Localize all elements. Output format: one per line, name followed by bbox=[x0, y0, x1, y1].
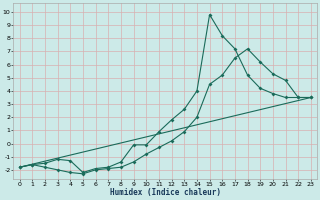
X-axis label: Humidex (Indice chaleur): Humidex (Indice chaleur) bbox=[110, 188, 221, 197]
